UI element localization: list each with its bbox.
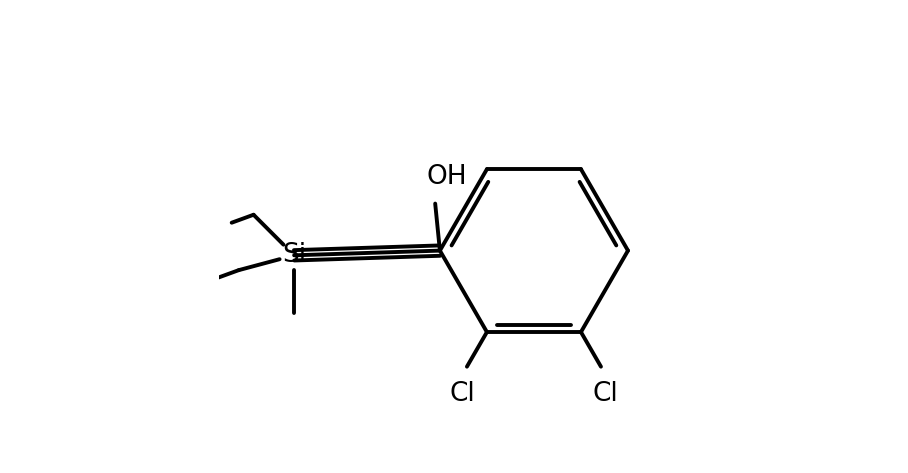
Text: Si: Si: [282, 242, 306, 268]
Text: Cl: Cl: [593, 381, 618, 407]
Text: Cl: Cl: [449, 381, 475, 407]
Text: OH: OH: [427, 165, 468, 191]
